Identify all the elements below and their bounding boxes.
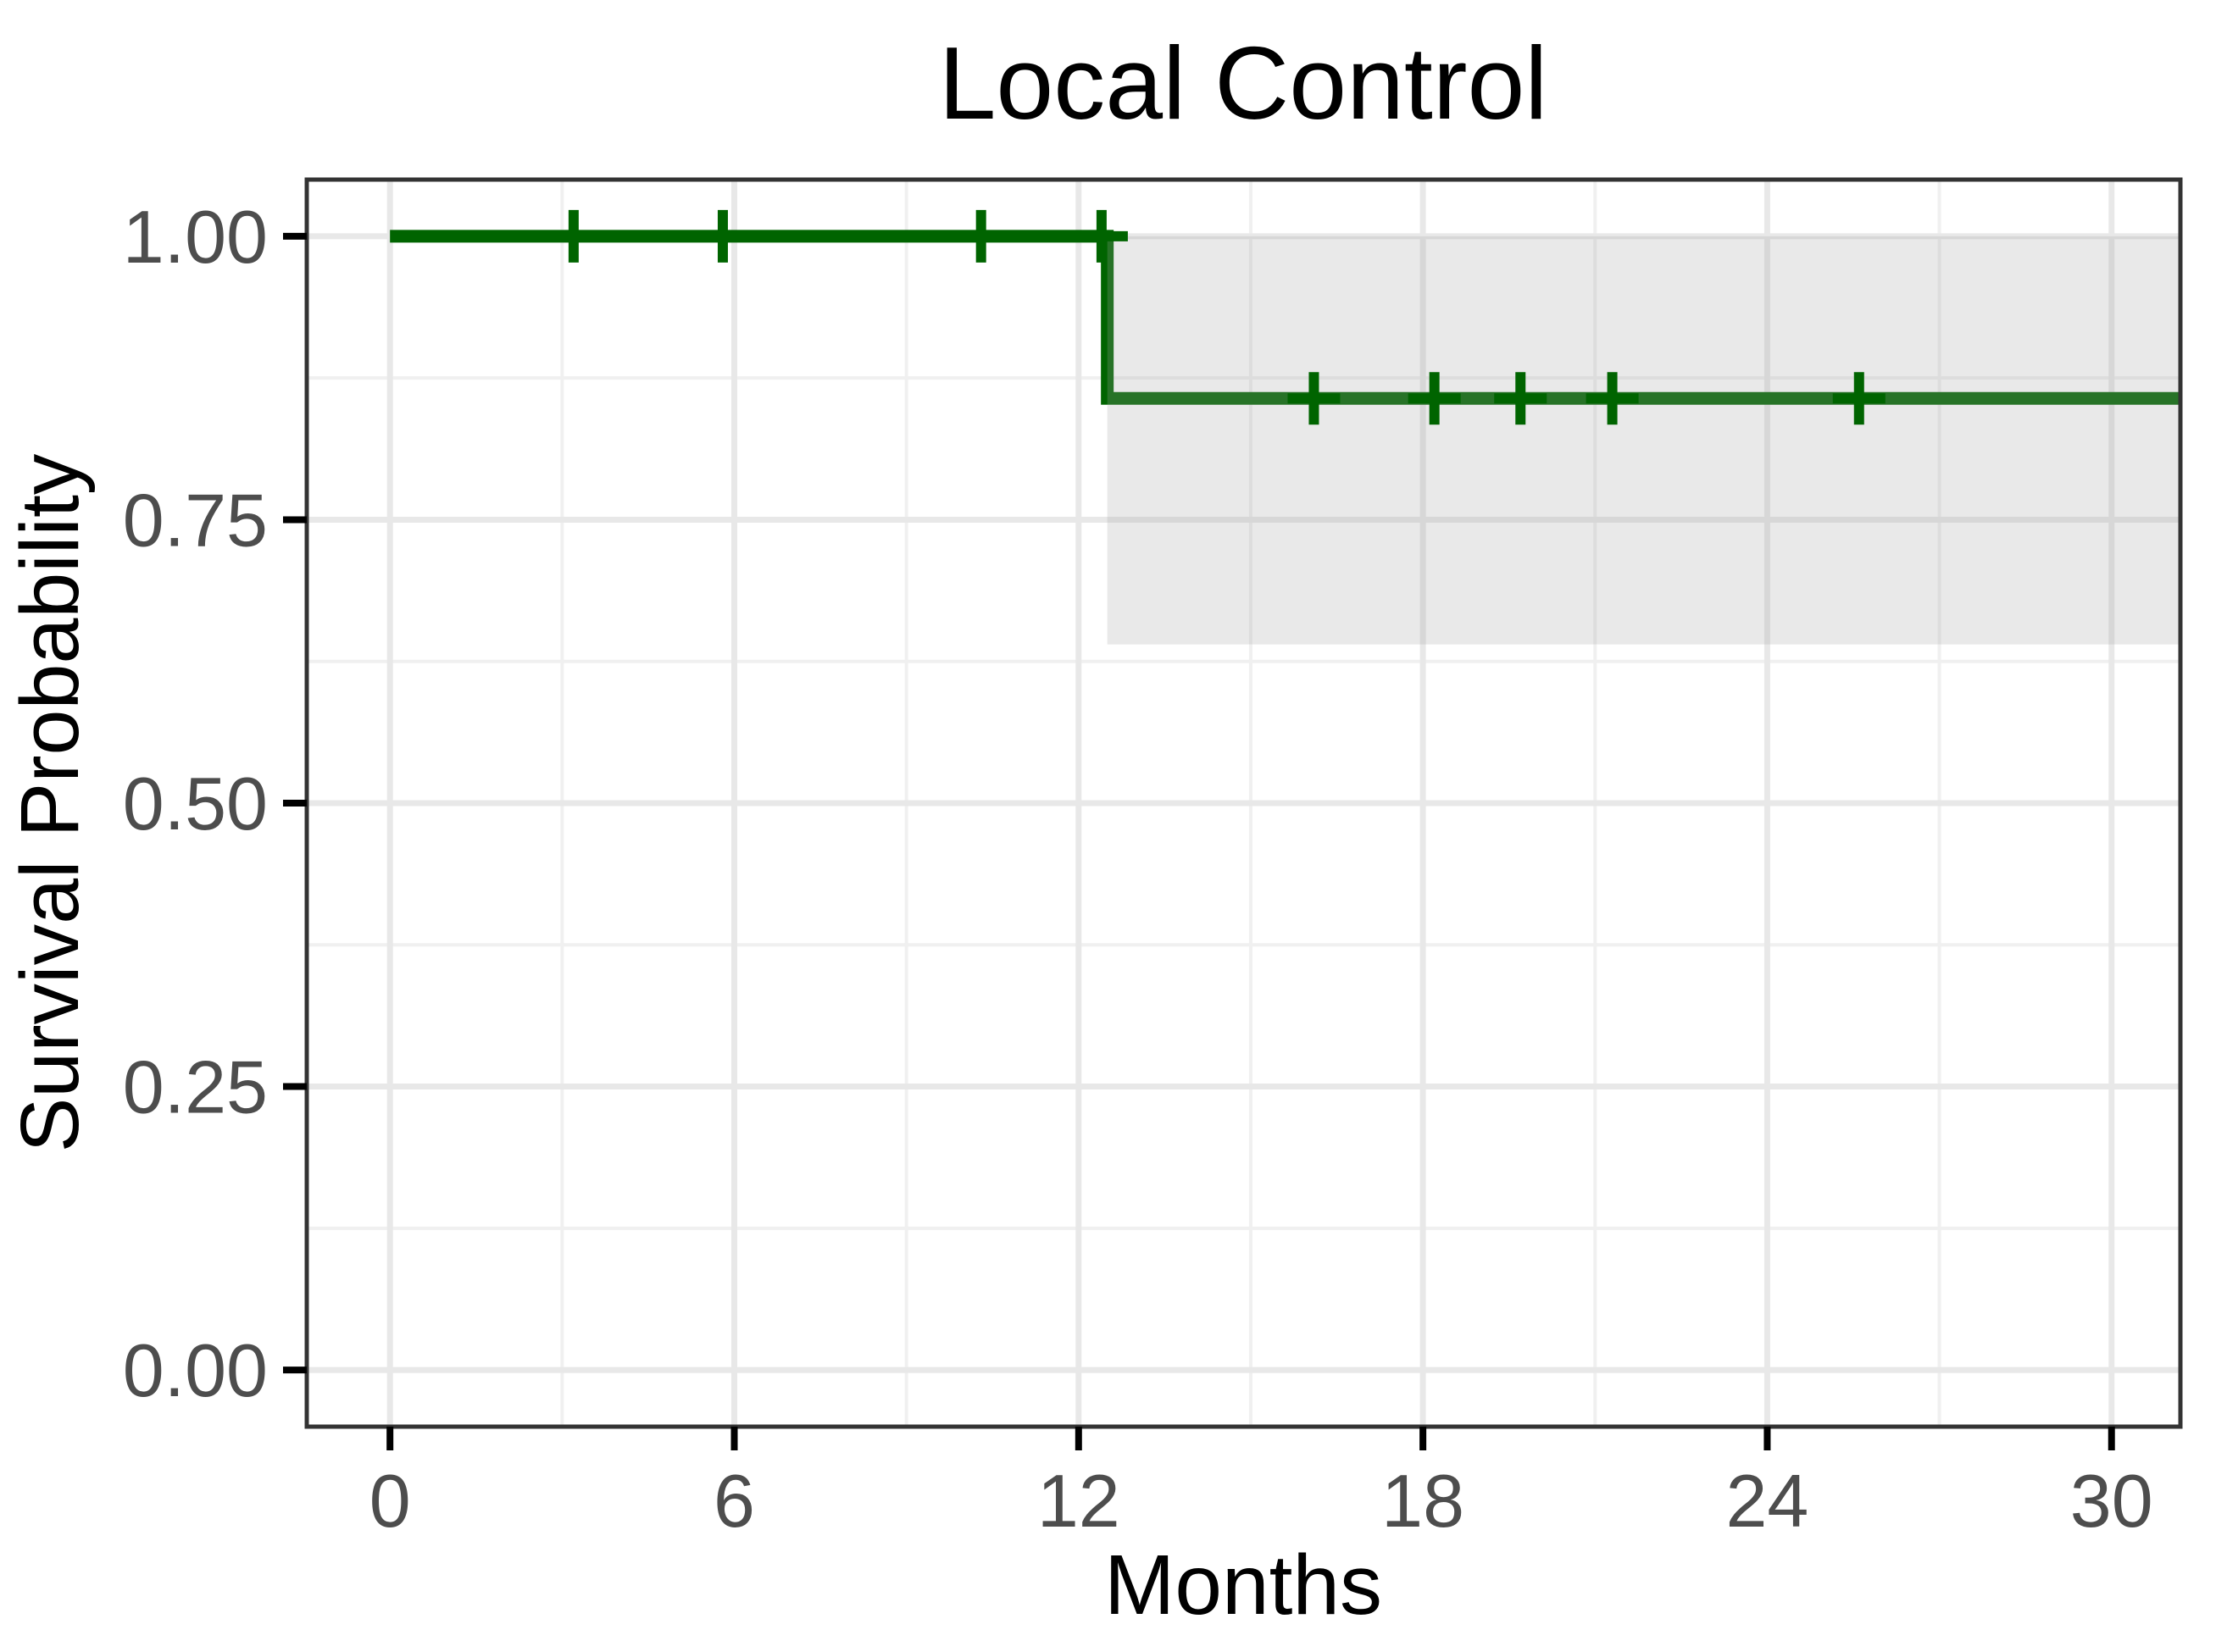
x-axis: 0 6 12 18 24 30: [369, 1427, 2153, 1543]
chart-title: Local Control: [939, 25, 1548, 141]
x-tick-label: 30: [2070, 1459, 2153, 1543]
x-axis-title: Months: [1104, 1538, 1382, 1633]
x-tick-label: 12: [1037, 1459, 1120, 1543]
censor-plus-mark: [1494, 372, 1547, 425]
confidence-band: [1107, 236, 2180, 645]
y-tick-label: 0.00: [123, 1328, 268, 1412]
y-tick-label: 0.25: [123, 1045, 268, 1129]
y-tick-label: 0.75: [123, 478, 268, 562]
censor-plus-mark: [696, 209, 749, 263]
x-tick-label: 24: [1725, 1459, 1808, 1543]
gridlines-major: [307, 180, 2180, 1427]
censor-plus-mark: [1287, 372, 1341, 425]
censor-plus-mark: [1586, 372, 1639, 425]
x-tick-label: 6: [714, 1459, 755, 1543]
censor-plus-mark: [1075, 209, 1128, 263]
y-axis-title: Survival Probability: [3, 453, 96, 1152]
y-tick-label: 1.00: [123, 195, 268, 279]
censor-marks: [547, 209, 1886, 425]
x-tick-label: 0: [369, 1459, 411, 1543]
censor-plus-mark: [1408, 372, 1461, 425]
y-tick-label: 0.50: [123, 762, 268, 845]
y-axis: 0.00 0.25 0.50 0.75 1.00: [123, 195, 307, 1412]
x-tick-label: 18: [1381, 1459, 1464, 1543]
ci-band-rect: [1107, 236, 2180, 645]
censor-plus-mark: [954, 209, 1008, 263]
censor-plus-mark: [1832, 372, 1886, 425]
censor-plus-mark: [547, 209, 600, 263]
